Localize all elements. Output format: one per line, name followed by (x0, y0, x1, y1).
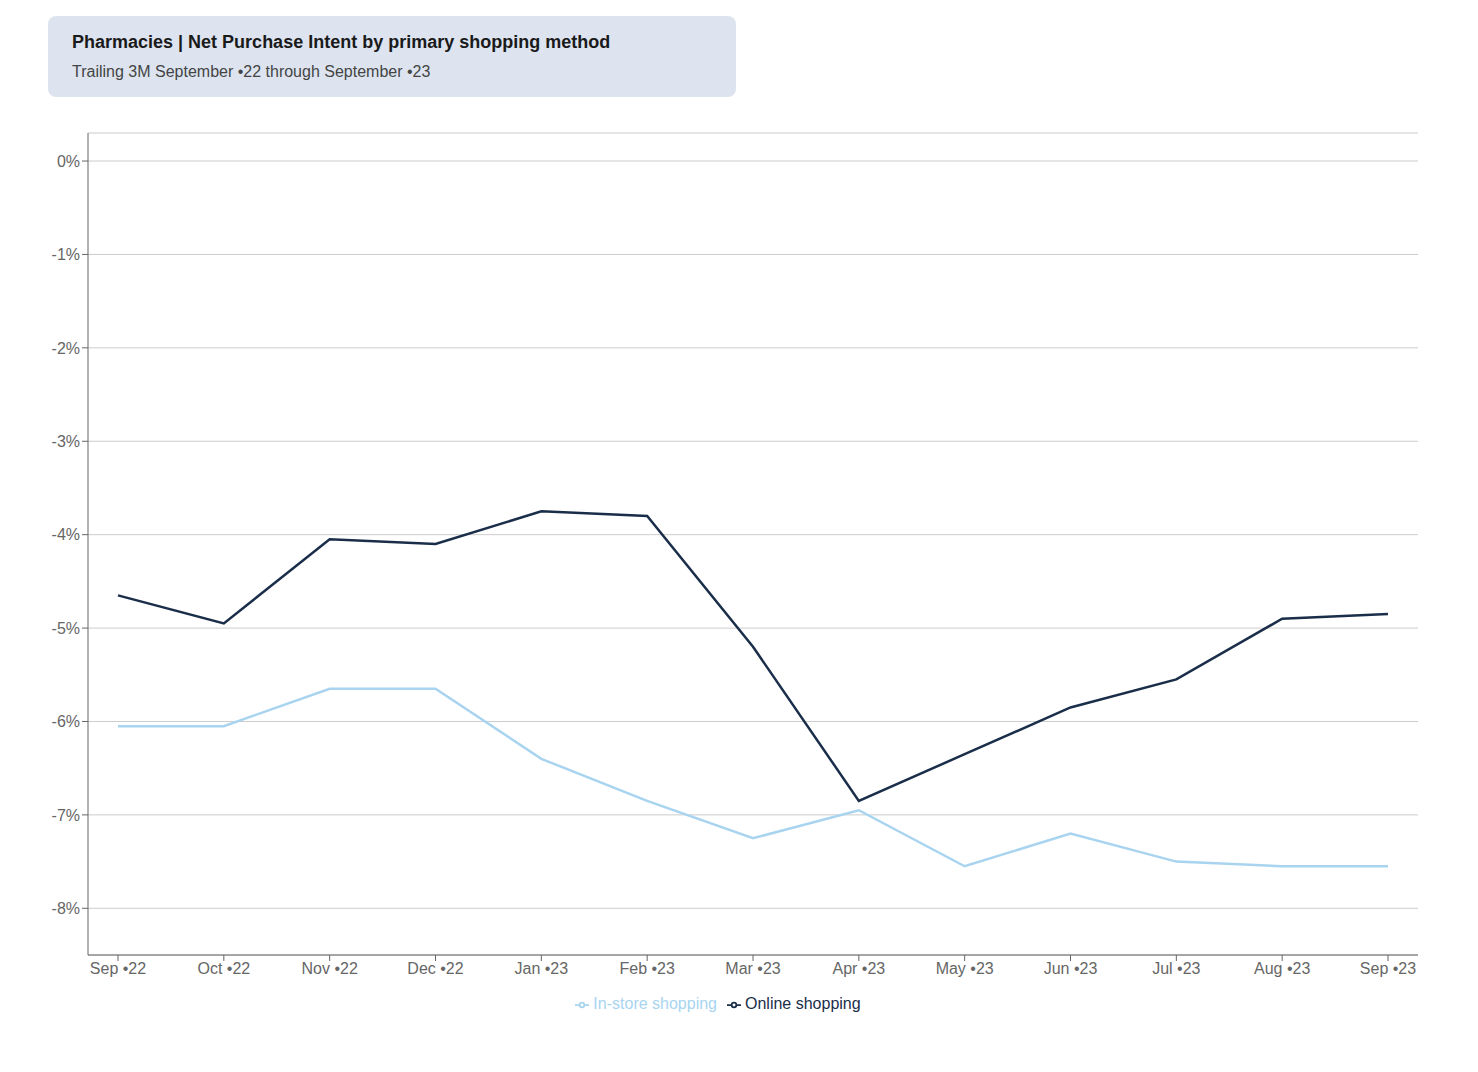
svg-text:Sep •22: Sep •22 (90, 960, 146, 977)
svg-text:-8%: -8% (52, 900, 80, 917)
html-text:Pharmacies | Net Purchase Inte: Pharmacies | Net Purchase Intent by prim… (72, 32, 611, 52)
svg-text:-2%: -2% (52, 340, 80, 357)
svg-text:-1%: -1% (52, 246, 80, 263)
svg-text:0%: 0% (57, 153, 80, 170)
svg-text:-5%: -5% (52, 620, 80, 637)
svg-text:Aug •23: Aug •23 (1254, 960, 1310, 977)
svg-text:May •23: May •23 (936, 960, 994, 977)
svg-text:Jul •23: Jul •23 (1152, 960, 1200, 977)
svg-text:Apr •23: Apr •23 (832, 960, 885, 977)
svg-text:Feb •23: Feb •23 (619, 960, 675, 977)
svg-text:Mar •23: Mar •23 (725, 960, 781, 977)
svg-text:Nov •22: Nov •22 (302, 960, 358, 977)
html-text:Trailing 3M September •22 thro: Trailing 3M September •22 through Septem… (72, 63, 431, 80)
svg-text:Sep •23: Sep •23 (1360, 960, 1416, 977)
svg-text:Oct •22: Oct •22 (197, 960, 250, 977)
svg-text:-4%: -4% (52, 526, 80, 543)
html-text:In-store shopping: In-store shopping (593, 995, 717, 1012)
svg-text:Jan •23: Jan •23 (515, 960, 569, 977)
svg-text:-3%: -3% (52, 433, 80, 450)
svg-text:Dec •22: Dec •22 (407, 960, 463, 977)
html-text:Online shopping: Online shopping (745, 995, 861, 1012)
svg-text:-7%: -7% (52, 807, 80, 824)
svg-text:-6%: -6% (52, 713, 80, 730)
svg-text:Jun •23: Jun •23 (1044, 960, 1098, 977)
